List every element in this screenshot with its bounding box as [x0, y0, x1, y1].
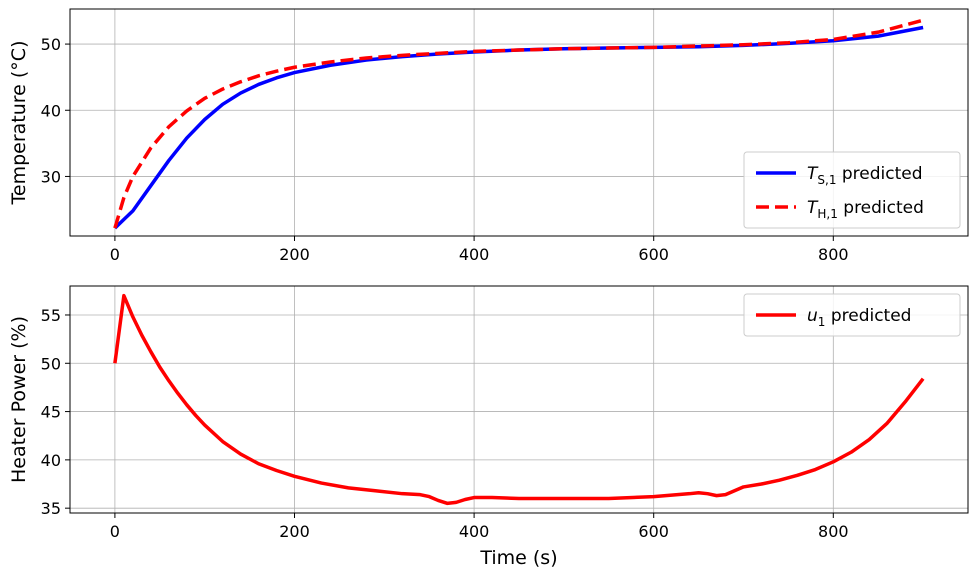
temperature-y-tick-label: 30	[41, 167, 61, 186]
heater-power-x-tick-label: 0	[110, 522, 120, 541]
heater-power-panel: 0 200 400 600 800 35 40 45 50 55 Heater Power (%)…	[8, 285, 969, 569]
heater-power-x-axis-label: Time (s)	[479, 547, 557, 569]
legend-label: predicted	[836, 164, 922, 184]
heater-power-series-0-line	[113, 293, 925, 506]
legend-symbol: T	[807, 198, 819, 218]
heater-power-y-tick-label: 55	[41, 306, 61, 325]
heater-power-x-tick-label: 200	[279, 522, 310, 541]
legend-symbol: u	[807, 306, 818, 326]
legend-subscript: 1	[818, 315, 826, 329]
temperature-axes-frame	[69, 8, 969, 237]
temperature-series-1-line	[113, 18, 924, 229]
heater-power-legend-entry: u1 predicted	[807, 306, 911, 329]
temperature-legend-entry: TH,1 predicted	[807, 198, 924, 221]
temperature-series	[113, 18, 924, 230]
heater-power-y-tick-label: 35	[41, 499, 61, 518]
temperature-x-tick-label: 0	[110, 245, 120, 264]
temperature-legend-entry: TS,1 predicted	[807, 164, 923, 187]
heater-power-x-tick-label: 800	[818, 522, 849, 541]
temperature-x-tick-label: 800	[818, 245, 849, 264]
heater-power-axes-frame	[69, 285, 969, 514]
heater-power-ticks: 0 200 400 600 800 35 40 45 50 55	[41, 306, 849, 541]
legend-subscript: S,1	[817, 173, 836, 187]
temperature-x-tick-label: 600	[638, 245, 669, 264]
temperature-legend-box	[743, 151, 961, 229]
legend-label: predicted	[838, 198, 924, 218]
heater-power-x-tick-label: 600	[638, 522, 669, 541]
temperature-x-tick-label: 400	[459, 245, 490, 264]
heater-power-legend-box	[743, 293, 961, 337]
heater-power-y-tick-label: 50	[41, 354, 61, 373]
temperature-y-tick-label: 40	[41, 101, 61, 120]
temperature-x-tick-label: 200	[279, 245, 310, 264]
heater-power-legend: u1 predicted	[743, 293, 961, 337]
temperature-ticks: 0 200 400 600 800 30 40 50	[41, 35, 849, 264]
heater-power-y-tick-label: 45	[41, 403, 61, 422]
legend-symbol: T	[807, 164, 819, 184]
heater-power-x-tick-label: 400	[459, 522, 490, 541]
legend-label: predicted	[825, 306, 911, 326]
heater-power-y-axis-label: Heater Power (%)	[8, 316, 30, 483]
legend-subscript: H,1	[817, 207, 837, 221]
heater-power-series	[113, 293, 925, 506]
temperature-y-tick-label: 50	[41, 35, 61, 54]
temperature-y-axis-label: Temperature (°C)	[8, 41, 30, 206]
heater-power-y-tick-label: 40	[41, 451, 61, 470]
